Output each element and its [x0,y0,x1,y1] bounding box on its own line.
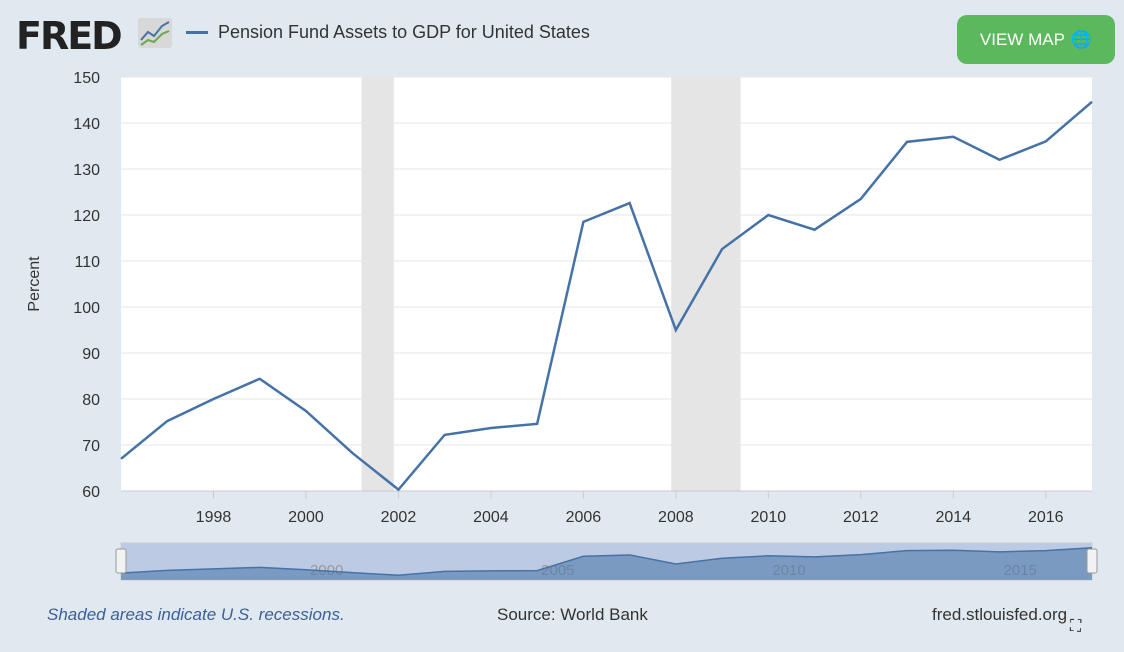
y-tick-label: 130 [73,162,100,179]
y-axis-label: Percent [26,256,43,312]
source-text: Source: World Bank [497,605,648,624]
chart-title: Pension Fund Assets to GDP for United St… [218,22,590,42]
y-tick-label: 90 [82,346,100,363]
globe-icon: 🌐 [1070,29,1093,49]
y-tick-label: 140 [73,116,100,133]
fred-logo[interactable]: FRED [16,14,123,58]
fullscreen-icon[interactable]: ⛶ [1070,618,1082,635]
x-tick-label: 2006 [566,509,602,526]
x-tick-label: 2002 [381,509,417,526]
y-tick-label: 150 [73,70,100,87]
series-line [120,100,1093,492]
navigator-line [120,547,1093,577]
y-tick-label: 120 [73,208,100,225]
navigator-handle[interactable] [115,548,127,574]
y-tick-label: 100 [73,300,100,317]
x-tick-label: 2000 [288,509,324,526]
recession-band [361,77,394,491]
x-tick-label: 2008 [658,509,694,526]
site-link[interactable]: fred.stlouisfed.org [932,605,1068,624]
y-tick-label: 70 [82,438,100,455]
x-tick-label: 2014 [935,509,971,526]
y-tick-label: 80 [82,392,100,409]
recession-note: Shaded areas indicate U.S. recessions. [47,605,345,624]
y-tick-label: 60 [82,484,100,501]
y-tick-label: 110 [74,254,100,271]
x-tick-label: 2016 [1028,509,1064,526]
view-map-label: VIEW MAP [979,29,1065,49]
x-tick-label: 1998 [196,509,232,526]
x-tick-label: 2012 [843,509,879,526]
view-map-button[interactable]: VIEW MAP 🌐 [957,15,1115,64]
chart-legend: Pension Fund Assets to GDP for United St… [186,22,590,43]
plot-area [121,77,1092,491]
chart-logo-icon [138,18,172,48]
recession-band [671,77,741,491]
legend-swatch [186,31,208,34]
navigator-handle[interactable] [1086,548,1098,574]
x-tick-label: 2004 [473,509,509,526]
x-tick-label: 2010 [751,509,787,526]
